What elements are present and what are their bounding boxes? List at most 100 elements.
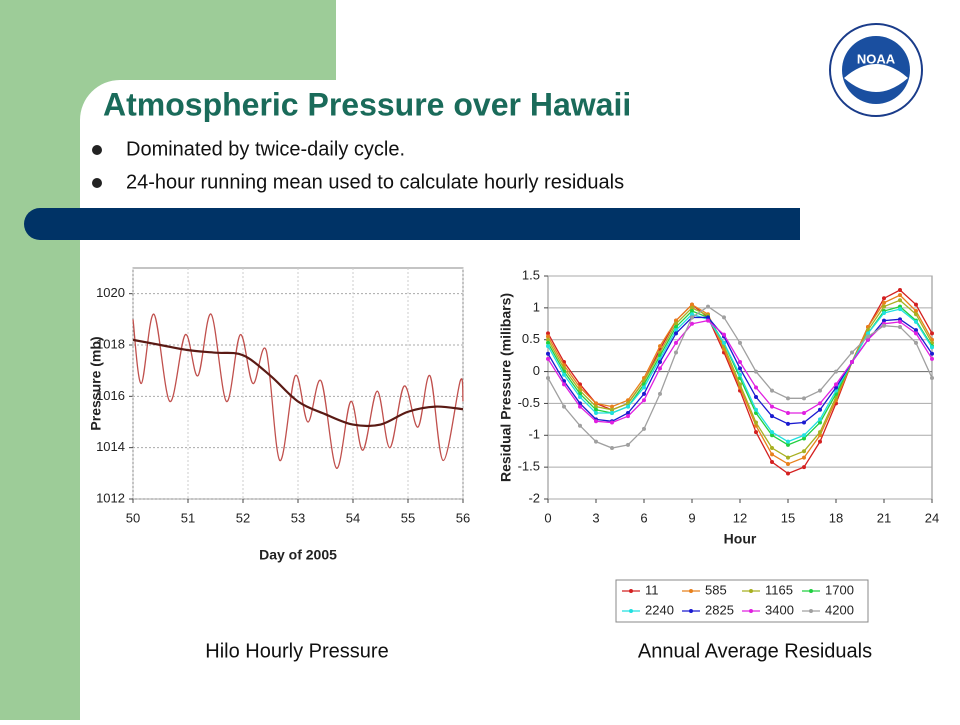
- marker: [786, 439, 790, 444]
- marker: [818, 401, 822, 406]
- marker: [786, 455, 790, 460]
- corner: [80, 80, 120, 120]
- marker: [546, 334, 550, 339]
- logo: NOAA: [829, 23, 923, 117]
- marker: [818, 388, 822, 393]
- x-tick-label: 15: [781, 510, 795, 525]
- y-tick-label: -0.5: [518, 395, 540, 410]
- marker: [882, 304, 886, 309]
- marker: [594, 407, 598, 412]
- marker: [930, 345, 934, 350]
- marker: [738, 382, 742, 387]
- marker: [850, 350, 854, 355]
- marker: [834, 382, 838, 387]
- x-tick-label: 52: [236, 510, 250, 525]
- marker: [642, 385, 646, 390]
- marker: [722, 315, 726, 320]
- legend-label: 11: [645, 582, 659, 597]
- marker: [882, 300, 886, 305]
- legend-marker: [749, 609, 753, 613]
- marker: [802, 449, 806, 454]
- marker: [546, 356, 550, 361]
- marker: [930, 356, 934, 361]
- marker: [930, 375, 934, 380]
- x-tick-label: 56: [456, 510, 470, 525]
- marker: [914, 302, 918, 307]
- x-tick-label: 3: [592, 510, 599, 525]
- legend-label: 3400: [765, 602, 794, 617]
- marker: [770, 433, 774, 438]
- marker: [610, 404, 614, 409]
- marker: [674, 350, 678, 355]
- marker: [690, 309, 694, 314]
- marker: [642, 398, 646, 403]
- marker: [674, 331, 678, 336]
- marker: [770, 404, 774, 409]
- y-tick-label: -1.5: [518, 459, 540, 474]
- y-tick-label: 0: [533, 363, 540, 378]
- marker: [562, 404, 566, 409]
- y-tick-label: -1: [528, 427, 540, 442]
- marker: [546, 337, 550, 342]
- y-tick-label: 1: [533, 299, 540, 314]
- y-tick-label: 1.5: [522, 267, 540, 282]
- x-tick-label: 54: [346, 510, 360, 525]
- marker: [754, 385, 758, 390]
- legend-label: 1165: [765, 582, 793, 597]
- marker: [818, 439, 822, 444]
- marker: [658, 391, 662, 396]
- marker: [674, 318, 678, 323]
- marker: [610, 407, 614, 412]
- marker: [770, 446, 774, 451]
- top-band: [80, 0, 336, 80]
- legend-marker: [629, 609, 633, 613]
- legend-label: 4200: [825, 602, 854, 617]
- divider-bar: [24, 208, 800, 240]
- marker: [786, 421, 790, 426]
- marker: [786, 461, 790, 466]
- marker: [610, 446, 614, 451]
- y-tick-label: 0.5: [522, 331, 540, 346]
- marker: [642, 391, 646, 396]
- x-tick-label: 55: [401, 510, 415, 525]
- marker: [898, 319, 902, 324]
- marker: [818, 430, 822, 435]
- marker: [706, 318, 710, 323]
- legend-label: 2240: [645, 602, 674, 617]
- marker: [546, 331, 550, 336]
- marker: [626, 414, 630, 419]
- marker: [738, 340, 742, 345]
- marker: [562, 382, 566, 387]
- x-tick-label: 24: [925, 510, 939, 525]
- marker: [786, 396, 790, 401]
- marker: [866, 337, 870, 342]
- marker: [802, 455, 806, 460]
- x-tick-label: 21: [877, 510, 891, 525]
- marker: [930, 331, 934, 336]
- marker: [914, 340, 918, 345]
- legend-marker: [689, 589, 693, 593]
- marker: [626, 404, 630, 409]
- legend-marker: [629, 589, 633, 593]
- marker: [834, 369, 838, 374]
- legend-marker: [749, 589, 753, 593]
- y-tick-label: 1016: [96, 388, 125, 403]
- marker: [914, 328, 918, 333]
- x-tick-label: 9: [688, 510, 695, 525]
- marker: [914, 312, 918, 317]
- legend-label: 585: [705, 582, 727, 597]
- marker: [610, 420, 614, 425]
- marker: [690, 315, 694, 320]
- side-band: [0, 0, 80, 720]
- bullet: Dominated by twice-daily cycle.: [126, 138, 405, 160]
- marker: [754, 430, 758, 435]
- marker: [594, 404, 598, 409]
- marker: [866, 334, 870, 339]
- marker: [802, 465, 806, 470]
- marker: [866, 331, 870, 336]
- x-tick-label: 12: [733, 510, 747, 525]
- marker: [610, 410, 614, 415]
- marker: [626, 410, 630, 415]
- marker: [594, 401, 598, 406]
- marker: [898, 298, 902, 303]
